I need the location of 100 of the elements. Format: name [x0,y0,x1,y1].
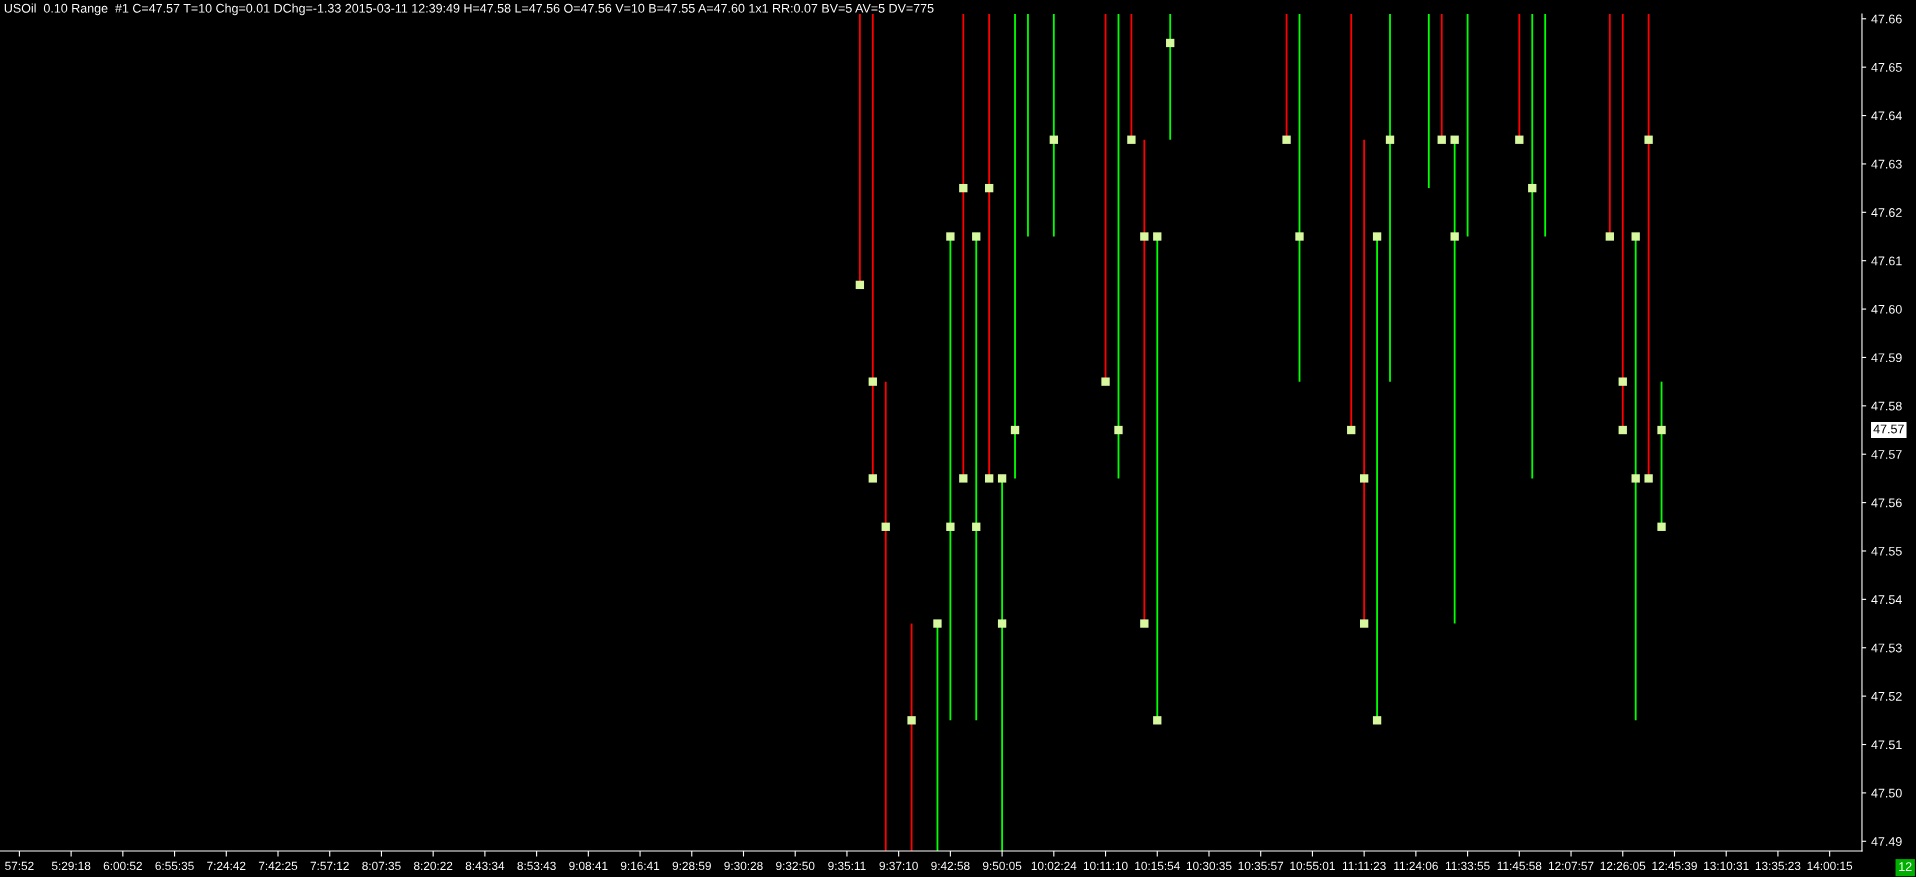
point [1166,38,1175,48]
x-tick-label: 12:26:05 [1600,861,1646,871]
x-tick-label: 8:53:43 [517,861,556,871]
x-tick-label: 12:45:39 [1652,861,1697,871]
point [1282,135,1291,144]
point [1010,425,1020,435]
point [1618,425,1627,435]
x-tick-label: 11:24:06 [1394,861,1438,871]
point [1657,522,1666,531]
point [946,522,955,531]
point [959,474,968,483]
point [1359,619,1369,628]
text: 12 [1899,862,1912,871]
x-tick-label: 11:33:55 [1445,861,1490,871]
point [1631,232,1640,241]
y-tick-label: 47.52 [1871,691,1902,701]
x-tick-label: 10:35:57 [1238,861,1284,871]
x-tick-label: 9:42:58 [931,861,970,871]
x-tick-label: 6:55:35 [155,861,194,871]
y-tick-label: 47.65 [1871,62,1902,72]
x-tick-label: 10:55:01 [1290,861,1335,871]
y-tick-label: 47.53 [1871,643,1902,653]
x-tick-label: 7:42:25 [258,861,298,871]
point [1101,377,1110,386]
point [985,474,994,483]
point [1127,135,1136,144]
point [1372,232,1382,241]
point [1631,474,1640,483]
chart-title: USOil 0.10 Range #1 C=47.57 T=10 Chg=0.01 DChg=-1.33 2015-03-11 12:39:49 H=47.58 L=47.56 O=47.56 V=10 B=47.55 A=47.60 1x1 RR:0.07 BV=5 AV=5 DV=775 [4,3,934,16]
x-tick-label: 8:20:22 [413,861,453,871]
point [1295,232,1304,241]
y-tick-label: 47.50 [1871,788,1902,798]
x-tick-label: 10:02:24 [1031,861,1077,871]
x-tick-label: 10:11:10 [1083,861,1128,871]
x-tick-label: 10:30:35 [1186,861,1232,871]
point [972,232,981,241]
point [1359,474,1369,483]
y-tick-label: 47.64 [1871,111,1902,121]
point [881,522,890,531]
point [1372,716,1382,725]
point [1605,232,1614,241]
point [1515,135,1524,144]
point [1657,425,1666,435]
point [1450,135,1459,144]
x-tick-label: 14:00:15 [1807,861,1853,871]
x-tick-label: 9:08:41 [569,861,608,871]
x-tick-label: 10:15:54 [1135,861,1180,871]
y-tick-label: 47.60 [1871,304,1902,314]
point [868,377,877,386]
point [959,183,968,193]
point [1644,135,1653,144]
y-tick-label: 47.63 [1871,159,1902,169]
point [868,474,877,483]
point [997,474,1007,483]
x-tick-label: 11:11:23 [1342,861,1386,871]
x-tick-label: 57:52 [5,861,34,871]
y-tick-label: 47.54 [1871,595,1902,605]
y-tick-label: 47.56 [1871,498,1902,508]
point [1618,377,1627,386]
x-tick-label: 12:07:57 [1548,861,1594,871]
point [972,522,981,531]
y-tick-label: 47.49 [1871,837,1902,846]
x-tick-label: 9:37:10 [879,861,918,871]
x-tick-label: 9:35:11 [828,861,866,871]
y-tick-label: 47.61 [1871,256,1902,266]
point [1644,474,1653,483]
point [1450,232,1459,241]
point [1437,135,1446,144]
point [997,619,1007,628]
x-tick-label: 11:45:58 [1497,861,1542,871]
x-tick-label: 9:50:05 [982,861,1022,871]
x-tick-label: 9:32:50 [776,861,815,871]
x-tick-label: 7:24:42 [207,861,246,870]
point [1153,716,1162,725]
x-tick-label: 13:10:31 [1704,861,1749,871]
point [933,619,942,628]
y-tick-label: 47.66 [1871,14,1902,24]
x-tick-label: 7:57:12 [310,861,349,871]
point [985,183,994,193]
x-tick-label: 9:30:28 [724,861,763,871]
x-tick-label: 8:07:35 [362,861,401,871]
y-tick-label: 47.51 [1871,740,1902,750]
y-tick-label: 47.59 [1871,353,1902,363]
y-tick-label: 47.62 [1871,208,1902,217]
point [855,280,865,290]
point [1049,135,1058,144]
x-tick-label: 5:29:18 [51,861,91,871]
y-tick-label: 47.55 [1871,546,1902,556]
x-tick-label: 6:00:52 [103,861,142,871]
x-tick-label: 9:28:59 [672,861,711,871]
point [1153,232,1162,241]
x-tick-label: 8:43:34 [465,861,505,871]
x-tick-label: 13:35:23 [1755,861,1801,871]
point [1114,425,1123,435]
point [1528,183,1537,193]
y-tick-label: 47.58 [1871,401,1902,411]
point [1140,232,1149,241]
point [1140,619,1149,628]
point [1347,425,1356,435]
point [946,232,955,241]
